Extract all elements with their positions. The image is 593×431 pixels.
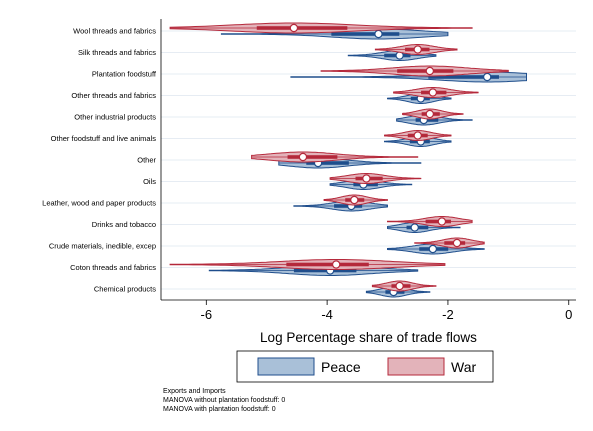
peace-median-point [428, 244, 438, 254]
category-label: Leather, wood and paper products [42, 199, 156, 208]
war-median-point [395, 281, 404, 291]
x-tick-label: -4 [321, 307, 333, 322]
war-median-point [428, 88, 438, 97]
peace-median-point [374, 29, 383, 39]
category-label: Crude materials, inedible, excep [49, 242, 156, 251]
category-label: Other industrial products [74, 113, 156, 122]
note-line-2: MANOVA without plantation foodstuff: 0 [163, 397, 286, 404]
category-label: Other [137, 156, 156, 165]
war-median-point [298, 152, 308, 162]
war-median-point [362, 174, 371, 183]
category-label: Silk threads and fabrics [78, 48, 156, 57]
category-label: Coton threads and fabrics [70, 263, 156, 272]
war-median-point [289, 23, 299, 33]
war-median-point [350, 195, 359, 205]
category-label: Plantation foodstuff [92, 70, 157, 79]
note-line-1: Exports and Imports [163, 388, 226, 395]
war-median-point [413, 131, 422, 140]
war-median-point [452, 238, 462, 248]
category-label: Wool threads and fabrics [73, 27, 156, 36]
legend-swatch-peace [257, 357, 315, 376]
category-label: Oils [143, 177, 156, 186]
war-median-point [331, 260, 341, 269]
war-median-point [425, 109, 435, 119]
note-line-3: MANOVA with plantation foodstuff: 0 [163, 406, 276, 413]
legend-label-peace: Peace [321, 359, 361, 375]
x-tick-label: -6 [201, 307, 213, 322]
peace-median-point [483, 72, 492, 82]
category-label: Other foodstuff and live animals [51, 134, 157, 143]
x-tick-label: -2 [442, 307, 454, 322]
war-median-point [437, 217, 447, 226]
x-tick-label: 0 [565, 307, 572, 322]
war-median-point [413, 45, 422, 54]
category-label: Chemical products [94, 285, 156, 294]
legend-label-war: War [451, 359, 476, 375]
category-label: Other threads and fabrics [71, 91, 156, 100]
war-median-point [425, 66, 435, 76]
legend-swatch-war [387, 357, 445, 376]
x-axis-label: Log Percentage share of trade flows [260, 330, 477, 345]
peace-median-point [410, 223, 419, 232]
category-label: Drinks and tobacco [92, 220, 156, 229]
